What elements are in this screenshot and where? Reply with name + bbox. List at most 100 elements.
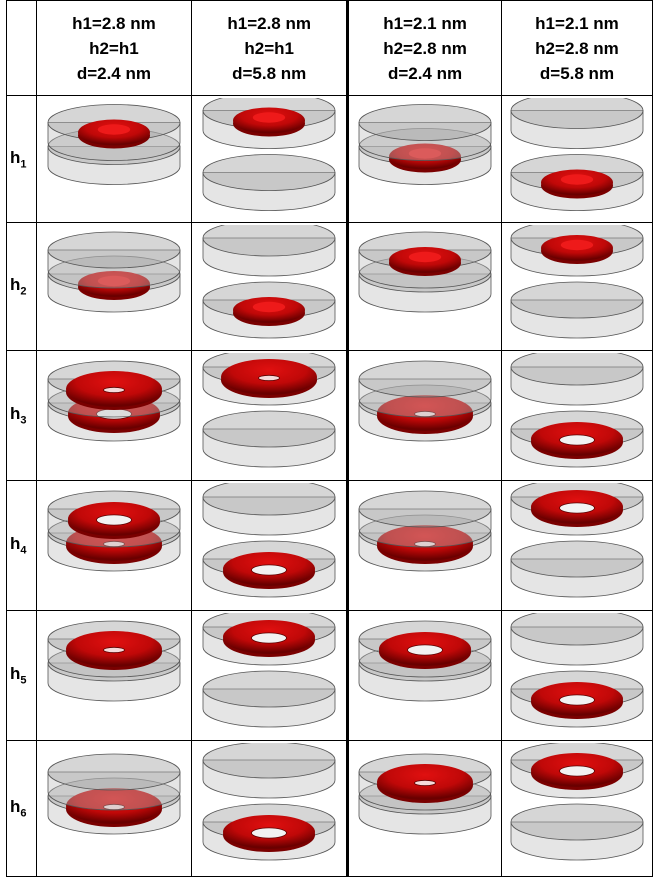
disk-illustration xyxy=(350,353,500,479)
data-row: h3 xyxy=(7,351,653,481)
disk-top xyxy=(511,613,643,645)
row-label-sub: 1 xyxy=(20,158,26,170)
header-line: h2=2.8 nm xyxy=(502,36,652,61)
disk-illustration xyxy=(39,743,189,875)
row-label: h5 xyxy=(7,611,37,741)
disk-illustration xyxy=(39,225,189,349)
row-label: h4 xyxy=(7,481,37,611)
disk-top xyxy=(359,361,491,397)
image-cell xyxy=(501,741,652,877)
torus-hole xyxy=(414,780,435,785)
row-label-base: h xyxy=(10,148,20,167)
disk-top xyxy=(48,232,180,268)
row-label-sub: 5 xyxy=(20,675,26,687)
row-label: h6 xyxy=(7,741,37,877)
row-label: h1 xyxy=(7,96,37,223)
page: {"table": { "columns": [ {"lines": ["h1=… xyxy=(0,0,653,880)
disk-top xyxy=(359,491,491,527)
header-line: h2=2.8 nm xyxy=(349,36,501,61)
image-cell xyxy=(36,223,192,351)
image-cell xyxy=(501,611,652,741)
data-row: h5 xyxy=(7,611,653,741)
torus-highlight xyxy=(561,239,593,249)
torus-highlight xyxy=(253,112,285,122)
header-line: h1=2.8 nm xyxy=(192,11,346,36)
disk-top xyxy=(203,411,335,447)
image-cell xyxy=(348,223,502,351)
torus-hole xyxy=(560,694,595,704)
torus-highlight xyxy=(409,251,441,261)
disk-top xyxy=(359,104,491,140)
header-line: h1=2.8 nm xyxy=(37,11,192,36)
disk-illustration xyxy=(350,613,500,739)
disk-illustration xyxy=(502,353,652,479)
torus-hole xyxy=(408,644,443,654)
data-row: h4 xyxy=(7,481,653,611)
disk-top xyxy=(203,154,335,190)
image-cell xyxy=(36,351,192,481)
disk-illustration xyxy=(39,353,189,479)
disk-top xyxy=(48,754,180,790)
image-cell xyxy=(501,481,652,611)
image-cell xyxy=(192,351,348,481)
torus-hole xyxy=(259,375,280,380)
image-cell xyxy=(192,611,348,741)
header-line: d=2.4 nm xyxy=(37,61,192,86)
header-line: d=2.4 nm xyxy=(349,61,501,86)
header-line: h1=2.1 nm xyxy=(349,11,501,36)
data-row: h2 xyxy=(7,223,653,351)
disk-illustration xyxy=(194,483,344,609)
row-label: h2 xyxy=(7,223,37,351)
torus-highlight xyxy=(561,174,593,184)
image-cell xyxy=(36,741,192,877)
row-label-base: h xyxy=(10,534,20,553)
image-cell xyxy=(192,481,348,611)
image-cell xyxy=(36,611,192,741)
disk-illustration xyxy=(350,98,500,221)
image-cell xyxy=(501,351,652,481)
torus-hole xyxy=(103,387,124,392)
row-label-base: h xyxy=(10,664,20,683)
header-line: h2=h1 xyxy=(37,36,192,61)
row-label-base: h xyxy=(10,797,20,816)
disk-illustration xyxy=(39,613,189,739)
disk-illustration xyxy=(194,743,344,875)
row-label-sub: 4 xyxy=(20,545,26,557)
disk-illustration xyxy=(39,98,189,221)
disk-illustration xyxy=(502,225,652,349)
image-cell xyxy=(348,481,502,611)
header-line: d=5.8 nm xyxy=(192,61,346,86)
torus-hole xyxy=(96,514,131,524)
torus-hole xyxy=(560,502,595,512)
image-cell xyxy=(501,96,652,223)
row-label-sub: 3 xyxy=(20,415,26,427)
torus-hole xyxy=(252,827,287,837)
disk-top xyxy=(511,282,643,318)
disk-top xyxy=(203,671,335,707)
image-cell xyxy=(36,96,192,223)
image-cell xyxy=(501,223,652,351)
image-cell xyxy=(192,96,348,223)
data-row: h1 xyxy=(7,96,653,223)
header-line: h2=h1 xyxy=(192,36,346,61)
disk-illustration xyxy=(194,98,344,221)
torus-hole xyxy=(252,564,287,574)
row-label: h3 xyxy=(7,351,37,481)
header-line: d=5.8 nm xyxy=(502,61,652,86)
disk-illustration xyxy=(350,225,500,349)
disk-illustration xyxy=(350,483,500,609)
disk-top xyxy=(203,483,335,515)
disk-top xyxy=(511,353,643,385)
torus-highlight xyxy=(253,301,285,311)
image-cell xyxy=(192,223,348,351)
disk-illustration xyxy=(39,483,189,609)
image-cell xyxy=(348,741,502,877)
row-label-base: h xyxy=(10,275,20,294)
image-cell xyxy=(36,481,192,611)
disk-illustration xyxy=(194,613,344,739)
disk-top xyxy=(203,743,335,778)
